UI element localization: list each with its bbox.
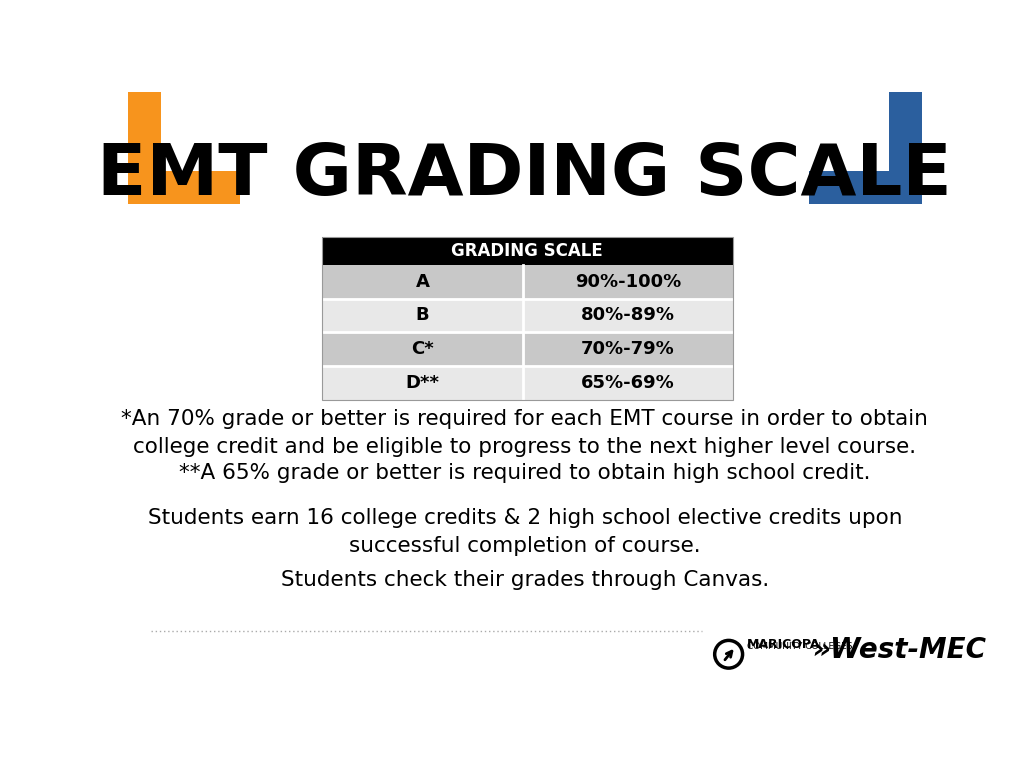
Text: COMMUNITY COLLEGES: COMMUNITY COLLEGES xyxy=(748,632,853,651)
Text: MARICOPA: MARICOPA xyxy=(748,638,820,651)
Text: GRADING SCALE: GRADING SCALE xyxy=(452,242,603,260)
Bar xyxy=(322,333,732,366)
Bar xyxy=(809,92,889,171)
Text: 70%-79%: 70%-79% xyxy=(581,340,675,359)
Bar xyxy=(322,299,732,333)
Text: **A 65% grade or better is required to obtain high school credit.: **A 65% grade or better is required to o… xyxy=(179,463,870,483)
Text: EMT GRADING SCALE: EMT GRADING SCALE xyxy=(97,141,952,210)
Bar xyxy=(322,366,732,400)
Text: B: B xyxy=(416,306,429,324)
Text: 80%-89%: 80%-89% xyxy=(581,306,675,324)
Text: 65%-69%: 65%-69% xyxy=(581,374,675,392)
Text: C*: C* xyxy=(411,340,434,359)
Text: *An 70% grade or better is required for each EMT course in order to obtain
colle: *An 70% grade or better is required for … xyxy=(122,409,928,458)
Bar xyxy=(809,92,922,204)
Bar xyxy=(128,92,241,204)
Text: »West-MEC: »West-MEC xyxy=(812,636,986,664)
Bar xyxy=(322,265,732,299)
Text: D**: D** xyxy=(406,374,439,392)
Text: 90%-100%: 90%-100% xyxy=(574,273,681,290)
Bar xyxy=(322,237,732,400)
Text: Students earn 16 college credits & 2 high school elective credits upon
successfu: Students earn 16 college credits & 2 hig… xyxy=(147,508,902,556)
Bar xyxy=(161,92,241,171)
Text: Students check their grades through Canvas.: Students check their grades through Canv… xyxy=(281,570,769,590)
Bar xyxy=(322,237,732,265)
Text: A: A xyxy=(416,273,429,290)
